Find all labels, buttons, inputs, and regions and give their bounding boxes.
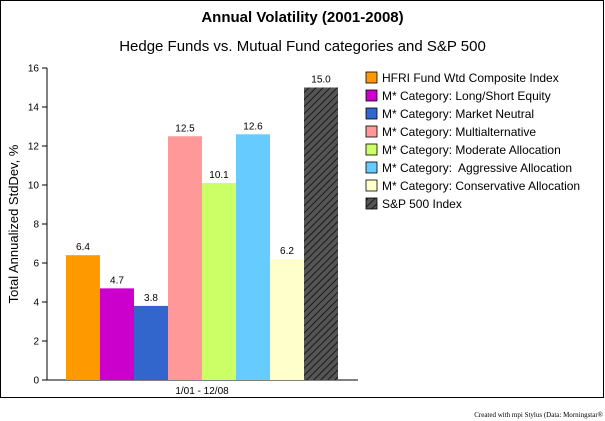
bar: [100, 288, 134, 380]
legend-swatch: [365, 179, 378, 192]
legend-label: M* Category: Moderate Allocation: [382, 143, 561, 157]
y-axis-label: Total Annualized StdDev, %: [6, 144, 21, 303]
bar-value-label: 12.6: [243, 121, 263, 132]
y-tick-label: 16: [28, 64, 40, 75]
legend-label: M* Category: Multialternative: [382, 125, 536, 139]
y-tick-label: 10: [28, 181, 40, 192]
legend-label: M* Category: Market Neutral: [382, 107, 534, 121]
chart-title: Annual Volatility (2001-2008): [201, 9, 404, 26]
legend: HFRI Fund Wtd Composite Index M* Category…: [365, 71, 580, 211]
bar-value-label: 10.1: [209, 170, 229, 181]
legend-swatch: [365, 71, 378, 84]
y-tick-label: 2: [33, 337, 39, 348]
bars: [66, 87, 338, 380]
y-tick-label: 14: [28, 103, 40, 114]
bar: [236, 134, 270, 380]
y-tick-label: 6: [33, 259, 39, 270]
chart-subtitle: Hedge Funds vs. Mutual Fund categories a…: [119, 38, 486, 55]
x-category-label: 1/01 - 12/08: [175, 386, 229, 397]
y-tick-label: 4: [33, 298, 39, 309]
credit-text: Created with mpi Stylus (Data: Morningst…: [474, 411, 603, 419]
legend-swatch: [365, 161, 378, 174]
legend-label: HFRI Fund Wtd Composite Index: [382, 71, 559, 85]
bar-value-label: 4.7: [110, 275, 124, 286]
bar: [202, 183, 236, 380]
bar-value-label: 6.2: [280, 246, 294, 257]
bar-value-label: 3.8: [144, 293, 158, 304]
chart-frame: [0, 0, 604, 398]
legend-label: S&P 500 Index: [382, 197, 462, 211]
legend-swatch: [365, 107, 378, 120]
bar-value-label: 12.5: [175, 123, 195, 134]
bar: [66, 255, 100, 380]
legend-label: M* Category: Conservative Allocation: [382, 179, 580, 193]
bar: [168, 136, 202, 380]
bar-value-label: 6.4: [76, 242, 90, 253]
bar: [270, 259, 304, 380]
y-tick-label: 8: [33, 220, 39, 231]
legend-swatch: [365, 143, 378, 156]
legend-swatch: [365, 89, 378, 102]
bar: [134, 305, 168, 380]
legend-label: M* Category: Aggressive Allocation: [382, 161, 572, 175]
legend-label: M* Category: Long/Short Equity: [382, 89, 551, 103]
bar-value-label: 15.0: [311, 75, 331, 86]
y-tick-label: 12: [28, 142, 40, 153]
bar: [304, 87, 338, 380]
value-labels: 6.4 4.7 3.8 12.5 10.1 12.6 6.2 15.0: [76, 75, 331, 304]
y-tick-label: 0: [33, 376, 39, 387]
legend-swatch: [365, 125, 378, 138]
legend-swatch: [365, 197, 378, 210]
